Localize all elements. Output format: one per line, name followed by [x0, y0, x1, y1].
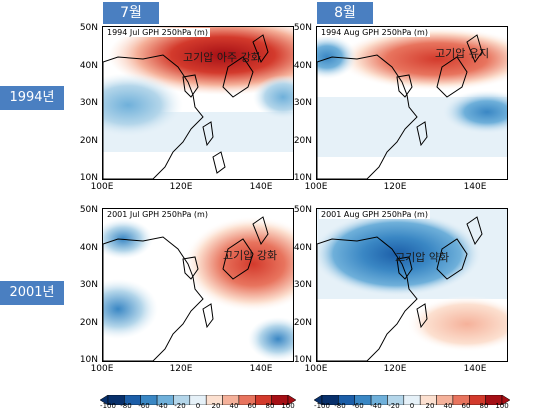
- lon-tick: 140E: [463, 182, 487, 192]
- lon-tick: 120E: [169, 364, 193, 374]
- lat-tick: 10N: [293, 173, 312, 183]
- colorbar-tick-label: 40: [443, 402, 453, 410]
- colorbar-tick-label: -80: [334, 402, 346, 410]
- month-label-july: 7월: [103, 2, 159, 24]
- panel-title: 1994 Aug GPH 250hPa (m): [319, 28, 430, 37]
- panel-title: 1994 Jul GPH 250hPa (m): [105, 28, 210, 37]
- colorbar-tick-label: 0: [409, 402, 415, 410]
- colorbar-tick-label: -100: [100, 402, 116, 410]
- colorbar-tick-label: -20: [388, 402, 400, 410]
- lon-tick: 140E: [249, 182, 273, 192]
- panel-annotation: 고기압 약화: [395, 251, 450, 264]
- lon-tick: 100E: [304, 182, 328, 192]
- map-panel-1994-aug: 1994 Aug GPH 250hPa (m) 고기압 유지: [316, 26, 508, 180]
- lat-tick: 40N: [79, 243, 98, 253]
- lat-tick: 40N: [79, 61, 98, 71]
- map-panel-2001-jul: 2001 Jul GPH 250hPa (m) 고기압 강화: [102, 208, 294, 362]
- anomaly-field: [103, 209, 293, 361]
- lon-tick: 120E: [383, 182, 407, 192]
- anomaly-field: [317, 27, 507, 179]
- month-label-august: 8월: [317, 2, 373, 24]
- lat-tick: 40N: [293, 61, 312, 71]
- lon-tick: 100E: [90, 182, 114, 192]
- colorbar-arrow-high: [501, 394, 511, 406]
- lat-tick: 50N: [79, 23, 98, 33]
- lon-tick: 100E: [304, 364, 328, 374]
- colorbar-tick-label: -60: [352, 402, 364, 410]
- map-panel-1994-jul: 1994 Jul GPH 250hPa (m) 고기압 아주 강화: [102, 26, 294, 180]
- lat-tick: 20N: [79, 136, 98, 146]
- lon-tick: 140E: [463, 364, 487, 374]
- colorbar-tick-label: -100: [314, 402, 330, 410]
- year-label-2001: 2001년: [0, 281, 64, 305]
- colorbar-right: -100 -80 -60 -40 -20 0 20 40 60 80 100: [313, 390, 511, 410]
- lon-tick: 120E: [383, 364, 407, 374]
- lon-tick: 100E: [90, 364, 114, 374]
- lat-tick: 40N: [293, 243, 312, 253]
- colorbar-left: -100 -80 -60 -40 -20 0 20 40 60 80 100: [99, 390, 297, 410]
- panel-annotation: 고기압 강화: [223, 249, 278, 262]
- panel-annotation: 고기압 유지: [435, 47, 490, 60]
- colorbar-tick-label: -40: [370, 402, 382, 410]
- colorbar-tick-label: 0: [195, 402, 201, 410]
- panel-title: 2001 Jul GPH 250hPa (m): [105, 210, 210, 219]
- colorbar-tick-label: -40: [156, 402, 168, 410]
- colorbar-arrow-high: [287, 394, 297, 406]
- lat-tick: 20N: [79, 318, 98, 328]
- anomaly-field: [317, 209, 507, 361]
- colorbar-tick-label: -60: [138, 402, 150, 410]
- lat-tick: 20N: [293, 136, 312, 146]
- colorbar-tick-label: 20: [425, 402, 435, 410]
- colorbar-tick-label: -80: [120, 402, 132, 410]
- lat-tick: 10N: [79, 355, 98, 365]
- panel-annotation: 고기압 아주 강화: [183, 51, 261, 64]
- colorbar-tick-label: 60: [247, 402, 257, 410]
- lat-tick: 10N: [79, 173, 98, 183]
- lat-tick: 30N: [79, 98, 98, 108]
- panel-title: 2001 Aug GPH 250hPa (m): [319, 210, 430, 219]
- colorbar-tick-label: 40: [229, 402, 239, 410]
- anomaly-field: [103, 27, 293, 179]
- lat-tick: 50N: [293, 23, 312, 33]
- lat-tick: 30N: [79, 280, 98, 290]
- year-label-1994: 1994년: [0, 86, 64, 110]
- colorbar-tick-label: 100: [495, 402, 509, 410]
- lat-tick: 50N: [293, 205, 312, 215]
- lat-tick: 50N: [79, 205, 98, 215]
- lat-tick: 20N: [293, 318, 312, 328]
- map-panel-2001-aug: 2001 Aug GPH 250hPa (m) 고기압 약화: [316, 208, 508, 362]
- colorbar-tick-label: -20: [174, 402, 186, 410]
- colorbar-tick-label: 60: [461, 402, 471, 410]
- colorbar-tick-label: 20: [211, 402, 221, 410]
- lat-tick: 10N: [293, 355, 312, 365]
- lat-tick: 30N: [293, 98, 312, 108]
- lat-tick: 30N: [293, 280, 312, 290]
- colorbar-swatches: [313, 394, 511, 406]
- lon-tick: 120E: [169, 182, 193, 192]
- colorbar-tick-label: 80: [479, 402, 489, 410]
- lon-tick: 140E: [249, 364, 273, 374]
- colorbar-tick-label: 80: [265, 402, 275, 410]
- colorbar-tick-label: 100: [281, 402, 295, 410]
